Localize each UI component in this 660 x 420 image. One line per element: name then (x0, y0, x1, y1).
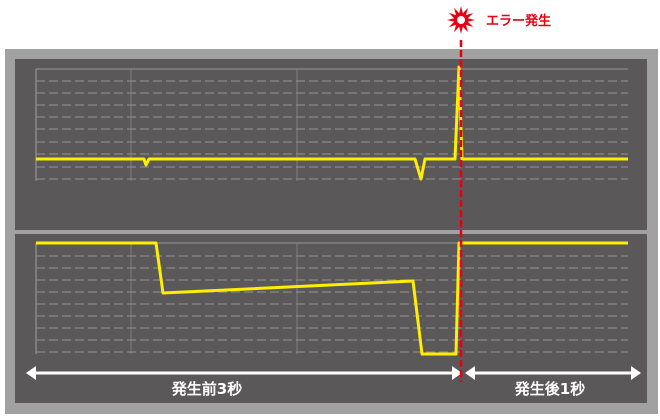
top-grid (35, 68, 628, 181)
bottom-signal-trace (36, 241, 628, 356)
before-range-arrow (26, 366, 462, 380)
bottom-panel (15, 234, 647, 403)
top-panel (15, 59, 647, 230)
error-occurred-label: エラー発生 (486, 14, 552, 29)
after-range-arrow (465, 366, 641, 380)
before-range-label: 発生前3秒 (171, 380, 243, 398)
explosion-burst-icon (447, 6, 475, 34)
after-range-label: 発生後1秒 (514, 380, 586, 398)
top-signal-trace (36, 65, 628, 181)
